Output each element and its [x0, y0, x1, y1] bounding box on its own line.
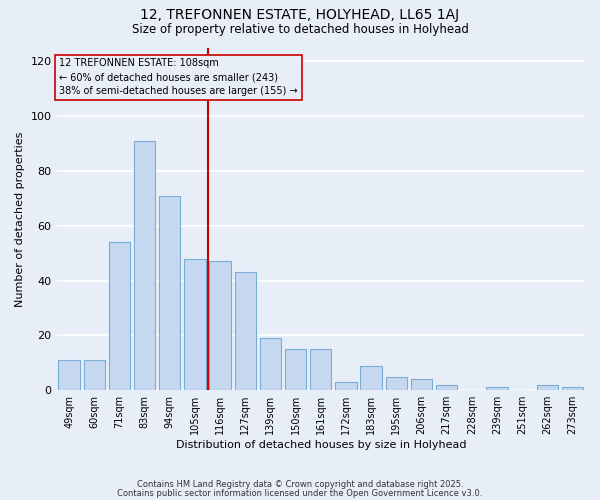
Bar: [134, 140, 155, 390]
Bar: [58, 360, 80, 390]
Bar: [109, 242, 130, 390]
Bar: [361, 366, 382, 390]
Text: Contains HM Land Registry data © Crown copyright and database right 2025.: Contains HM Land Registry data © Crown c…: [137, 480, 463, 489]
Bar: [562, 388, 583, 390]
Bar: [335, 382, 356, 390]
Bar: [436, 384, 457, 390]
Bar: [486, 388, 508, 390]
Text: Size of property relative to detached houses in Holyhead: Size of property relative to detached ho…: [131, 22, 469, 36]
Bar: [159, 196, 181, 390]
Bar: [235, 272, 256, 390]
Bar: [536, 384, 558, 390]
Text: 12 TREFONNEN ESTATE: 108sqm
← 60% of detached houses are smaller (243)
38% of se: 12 TREFONNEN ESTATE: 108sqm ← 60% of det…: [59, 58, 298, 96]
Bar: [83, 360, 105, 390]
Bar: [260, 338, 281, 390]
Y-axis label: Number of detached properties: Number of detached properties: [15, 131, 25, 306]
X-axis label: Distribution of detached houses by size in Holyhead: Distribution of detached houses by size …: [176, 440, 466, 450]
Bar: [209, 262, 231, 390]
Bar: [184, 258, 206, 390]
Bar: [285, 349, 307, 390]
Bar: [386, 376, 407, 390]
Text: 12, TREFONNEN ESTATE, HOLYHEAD, LL65 1AJ: 12, TREFONNEN ESTATE, HOLYHEAD, LL65 1AJ: [140, 8, 460, 22]
Text: Contains public sector information licensed under the Open Government Licence v3: Contains public sector information licen…: [118, 488, 482, 498]
Bar: [411, 379, 432, 390]
Bar: [310, 349, 331, 390]
